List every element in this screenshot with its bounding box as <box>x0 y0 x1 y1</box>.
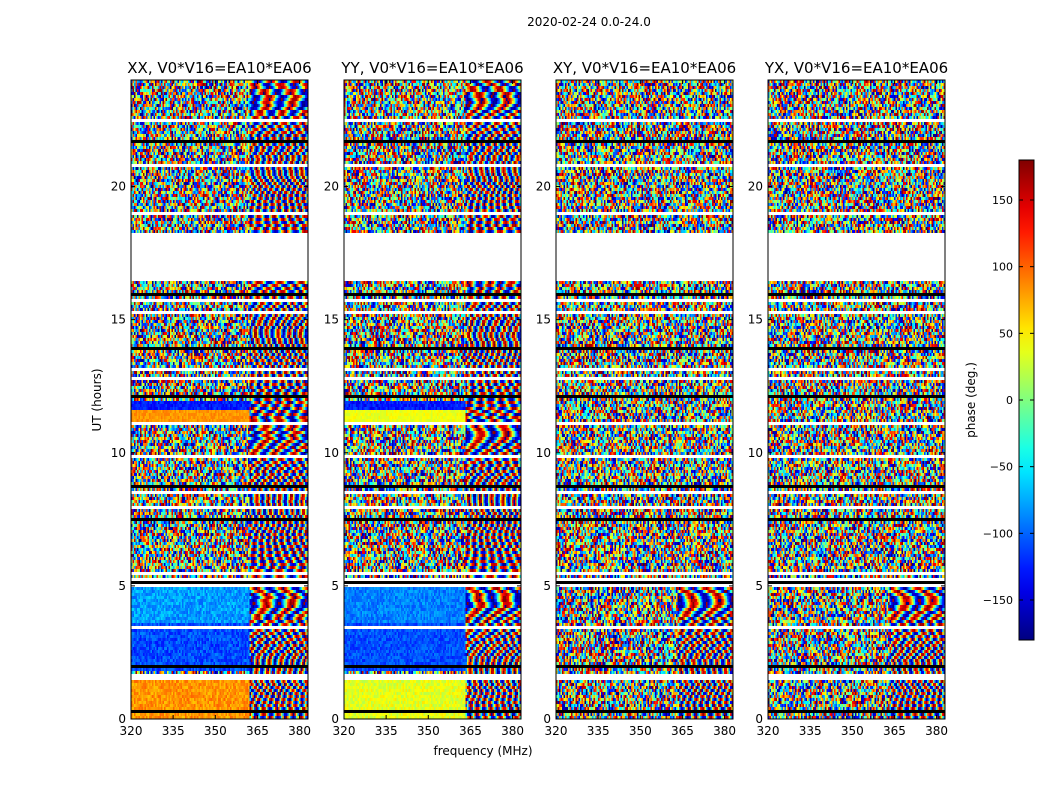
panel-title: XX, V0*V16=EA10*EA06 <box>127 59 311 77</box>
colorbar-tick-label: 0 <box>1006 394 1013 407</box>
colorbar-tick-label: 50 <box>999 327 1013 340</box>
y-tick-label: 0 <box>755 712 763 726</box>
y-tick-label: 15 <box>111 313 126 327</box>
x-tick-label: 335 <box>375 724 398 738</box>
panel-frame <box>130 79 309 720</box>
y-tick-label: 5 <box>543 579 551 593</box>
y-tick-label: 0 <box>543 712 551 726</box>
y-tick-label: 10 <box>111 446 126 460</box>
phase-heatmap <box>556 80 733 719</box>
panel-frame <box>767 79 946 720</box>
y-tick-label: 20 <box>324 180 339 194</box>
x-tick-label: 335 <box>799 724 822 738</box>
x-tick-label: 350 <box>629 724 652 738</box>
y-tick-label: 20 <box>748 180 763 194</box>
y-axis-label: UT (hours) <box>90 368 104 431</box>
panel-xx: XX, V0*V16=EA10*EA06 320 335 350 365 380 0 5 10 1… <box>111 59 312 738</box>
y-tick-label: 20 <box>536 180 551 194</box>
x-tick-label: 380 <box>501 724 524 738</box>
x-axis-label: frequency (MHz) <box>433 744 532 758</box>
x-tick-label: 365 <box>671 724 694 738</box>
panel-title: YY, V0*V16=EA10*EA06 <box>340 59 523 77</box>
y-tick-label: 15 <box>748 313 763 327</box>
x-tick-label: 350 <box>841 724 864 738</box>
y-tick-label: 10 <box>748 446 763 460</box>
y-tick-label: 10 <box>324 446 339 460</box>
phase-heatmap <box>131 80 308 719</box>
panel-yy: YY, V0*V16=EA10*EA06 320 335 350 365 380 0 5 10 1… <box>324 59 524 738</box>
y-tick-label: 10 <box>536 446 551 460</box>
y-tick-label: 15 <box>536 313 551 327</box>
x-tick-label: 380 <box>288 724 311 738</box>
x-tick-label: 365 <box>246 724 269 738</box>
figure-suptitle: 2020-02-24 0.0-24.0 <box>527 15 651 29</box>
y-tick-label: 15 <box>324 313 339 327</box>
x-tick-label: 320 <box>333 724 356 738</box>
y-tick-label: 0 <box>118 712 126 726</box>
panel-frame <box>555 79 734 720</box>
colorbar-tick-label: 150 <box>992 194 1013 207</box>
panel-title: YX, V0*V16=EA10*EA06 <box>764 59 948 77</box>
colorbar: 150 100 50 0 −50 −100 −150 <box>983 159 1035 641</box>
x-tick-label: 350 <box>204 724 227 738</box>
x-tick-label: 380 <box>713 724 736 738</box>
x-tick-label: 365 <box>883 724 906 738</box>
panel-title: XY, V0*V16=EA10*EA06 <box>553 59 736 77</box>
colorbar-tick-label: −150 <box>983 594 1013 607</box>
x-tick-label: 380 <box>925 724 948 738</box>
x-tick-label: 320 <box>757 724 780 738</box>
panel-xy: XY, V0*V16=EA10*EA06 320 335 350 365 380 0 5 10 1… <box>536 59 736 738</box>
y-tick-label: 0 <box>331 712 339 726</box>
x-tick-label: 320 <box>545 724 568 738</box>
y-tick-label: 5 <box>755 579 763 593</box>
colorbar-tick-label: −100 <box>983 527 1013 540</box>
phase-heatmap <box>344 80 521 719</box>
y-tick-label: 20 <box>111 180 126 194</box>
y-tick-label: 5 <box>331 579 339 593</box>
x-tick-label: 350 <box>417 724 440 738</box>
phase-heatmap <box>768 80 945 719</box>
y-tick-label: 5 <box>118 579 126 593</box>
colorbar-label: phase (deg.) <box>964 362 978 438</box>
colorbar-tick-label: 100 <box>992 261 1013 274</box>
x-tick-label: 335 <box>587 724 610 738</box>
colorbar-tick-label: −50 <box>990 461 1013 474</box>
x-tick-label: 335 <box>162 724 185 738</box>
x-tick-label: 320 <box>120 724 143 738</box>
x-tick-label: 365 <box>459 724 482 738</box>
panel-frame <box>343 79 522 720</box>
panel-yx: YX, V0*V16=EA10*EA06 320 335 350 365 380 0 5 10 1… <box>748 59 948 738</box>
